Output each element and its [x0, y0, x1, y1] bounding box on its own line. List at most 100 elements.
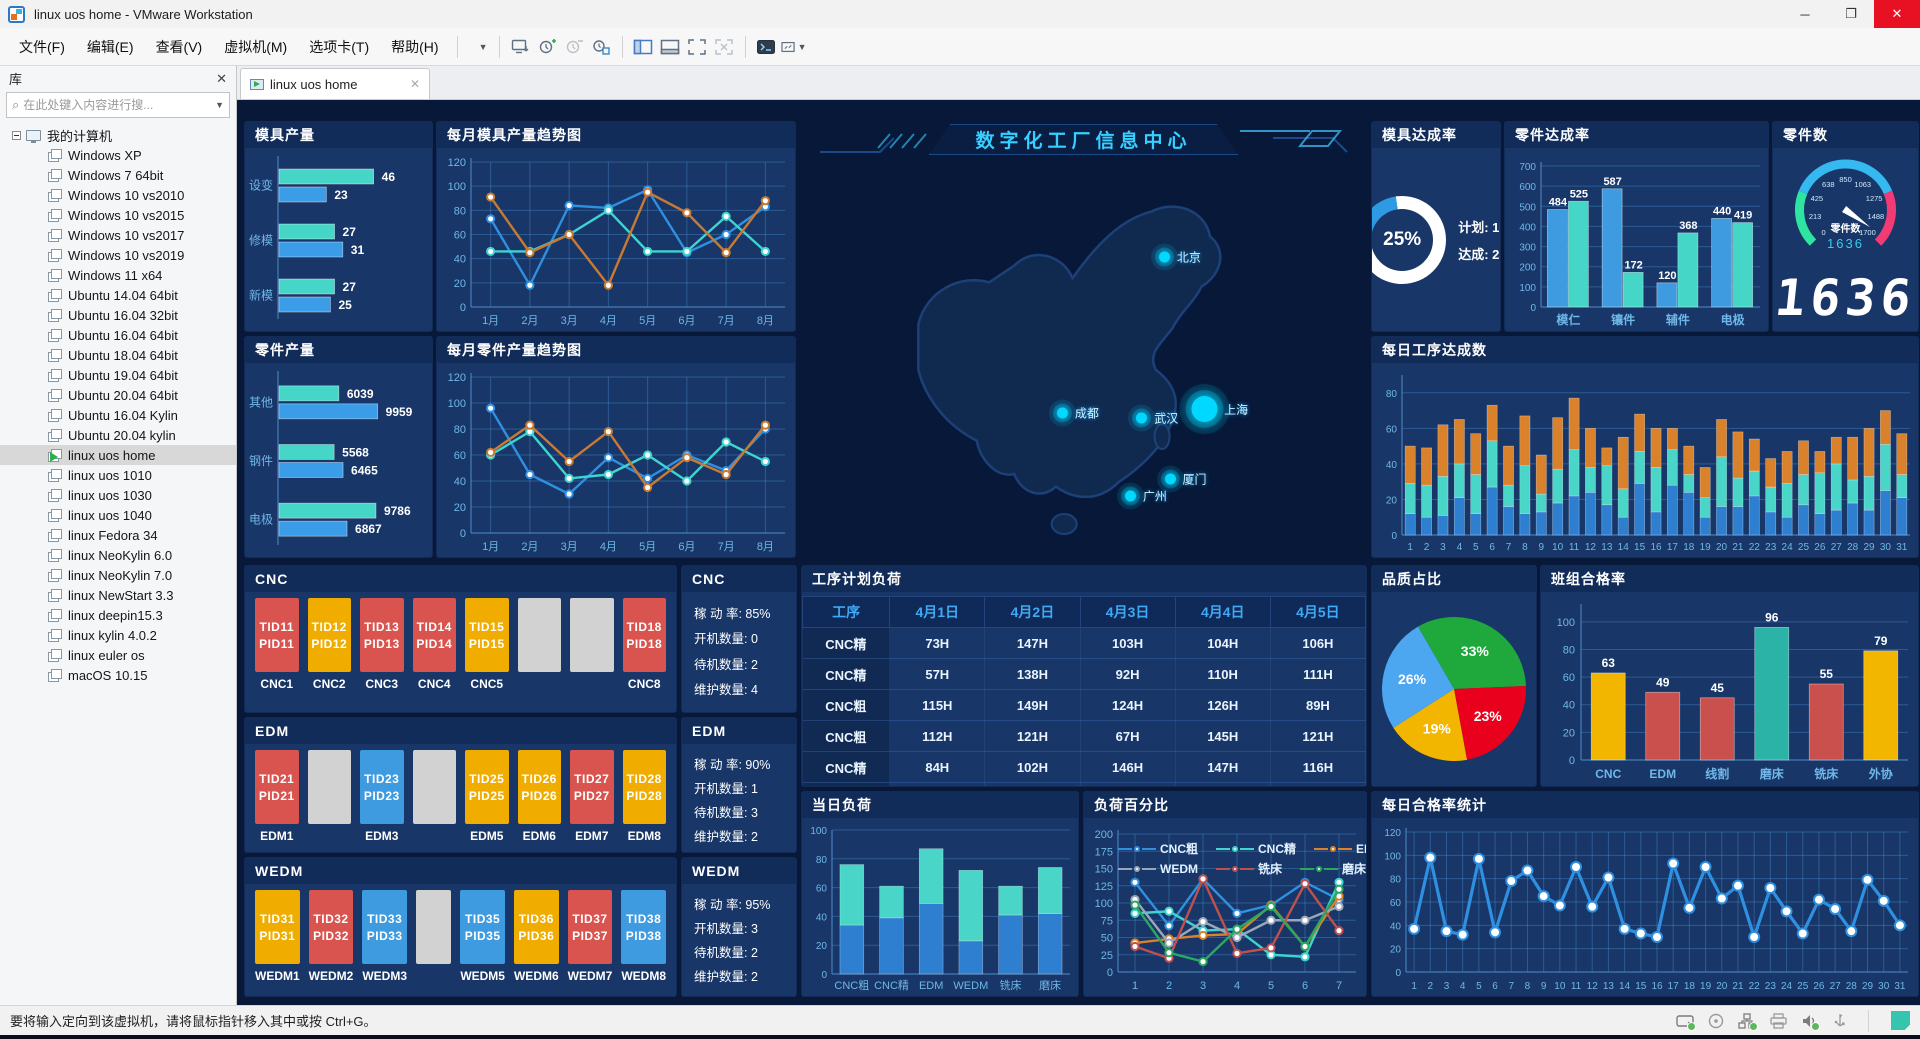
pause-button[interactable]: ▼: [465, 34, 492, 60]
vm-tree-item[interactable]: Ubuntu 16.04 64bit: [0, 325, 236, 345]
vm-tree-item[interactable]: Ubuntu 20.04 64bit: [0, 385, 236, 405]
vm-tree-item[interactable]: Windows XP: [0, 145, 236, 165]
vm-tree-item[interactable]: Windows 7 64bit: [0, 165, 236, 185]
chevron-down-icon[interactable]: ▼: [215, 100, 224, 110]
svg-text:20: 20: [1390, 945, 1402, 956]
svg-text:425: 425: [1811, 194, 1824, 203]
vm-tree-item[interactable]: macOS 10.15: [0, 665, 236, 685]
svg-text:20: 20: [1563, 727, 1575, 739]
message-log-icon[interactable]: [1891, 1011, 1910, 1030]
vm-tree-item[interactable]: linux uos 1040: [0, 505, 236, 525]
machine-cell: TID28 PID28 EDM8: [622, 750, 666, 844]
printer-icon[interactable]: [1768, 1012, 1788, 1030]
vm-screen[interactable]: 模具产量 设变 46 23 修模 27 31 新模 27 25 每月模具产量趋势图 0 20 40 6…: [237, 100, 1920, 1005]
svg-text:300: 300: [1519, 243, 1536, 254]
vm-tree-item[interactable]: linux deepin15.3: [0, 605, 236, 625]
city-dot-icon: [1158, 251, 1170, 263]
vm-tree-item[interactable]: Windows 11 x64: [0, 265, 236, 285]
svg-text:1063: 1063: [1854, 180, 1871, 189]
close-icon[interactable]: ✕: [216, 70, 227, 86]
vm-tree-item[interactable]: linux NewStart 3.3: [0, 585, 236, 605]
svg-text:5月: 5月: [639, 315, 656, 327]
tab-close-icon[interactable]: ✕: [409, 77, 420, 91]
close-button[interactable]: ✕: [1874, 0, 1920, 28]
panel-quality-pie: 品质占比 33% 23% 19% 26%: [1372, 566, 1536, 786]
tab-linux-uos-home[interactable]: linux uos home ✕: [240, 68, 430, 99]
cnc-stats: 稼 动 率: 85% 开机数量: 0 待机数量: 2 维护数量: 4: [694, 606, 771, 698]
wedm-machine-grid: TID31 PID31 WEDM1 TID32 PID32 WEDM2 TID33 PID33…: [245, 884, 676, 996]
maximize-button[interactable]: ❐: [1845, 6, 1857, 21]
vm-icon: [48, 468, 62, 482]
fullscreen-button[interactable]: [684, 34, 711, 60]
svg-text:镶件: 镶件: [1611, 312, 1635, 327]
harddisk-icon[interactable]: [1675, 1012, 1696, 1031]
vm-tree-root[interactable]: 我的计算机: [0, 125, 236, 145]
vm-tree-item[interactable]: Ubuntu 19.04 64bit: [0, 365, 236, 385]
vm-tree-item[interactable]: Ubuntu 18.04 64bit: [0, 345, 236, 365]
show-thumbnail-bar-button[interactable]: [657, 34, 684, 60]
svg-text:100: 100: [448, 398, 466, 410]
svg-text:7: 7: [1506, 542, 1512, 553]
vm-tree-item[interactable]: Ubuntu 20.04 kylin: [0, 425, 236, 445]
search-input[interactable]: [23, 98, 216, 112]
edm-stats: 稼 动 率: 90% 开机数量: 1 待机数量: 3 维护数量: 2: [694, 758, 771, 844]
vm-tree-item[interactable]: Ubuntu 16.04 32bit: [0, 305, 236, 325]
vm-tree-item[interactable]: linux uos 1030: [0, 485, 236, 505]
svg-text:19: 19: [1700, 542, 1712, 553]
vm-tree-item[interactable]: linux kylin 4.0.2: [0, 625, 236, 645]
usb-icon[interactable]: [1830, 1012, 1850, 1030]
chevron-down-icon[interactable]: ▼: [797, 41, 807, 52]
vm-tree-item[interactable]: Windows 10 vs2019: [0, 245, 236, 265]
fit-guest-button[interactable]: ▼: [780, 34, 807, 60]
minimize-button[interactable]: ─: [1800, 6, 1810, 22]
show-library-button[interactable]: [630, 34, 657, 60]
vm-tree-item[interactable]: Windows 10 vs2017: [0, 225, 236, 245]
svg-text:6465: 6465: [351, 464, 378, 478]
menu-item[interactable]: 帮助(H): [391, 38, 439, 55]
sound-icon[interactable]: [1799, 1012, 1820, 1031]
send-ctrl-alt-del-button[interactable]: [507, 34, 534, 60]
svg-text:27: 27: [343, 280, 357, 294]
svg-text:23: 23: [1765, 542, 1777, 553]
svg-text:25: 25: [1798, 542, 1810, 553]
city-marker: 厦门: [1164, 470, 1207, 487]
vm-tree-item[interactable]: Windows 10 vs2010: [0, 185, 236, 205]
network-icon[interactable]: [1737, 1012, 1758, 1031]
cdrom-icon[interactable]: [1706, 1012, 1726, 1030]
console-button[interactable]: [753, 34, 780, 60]
vm-tree-item[interactable]: linux NeoKylin 6.0: [0, 545, 236, 565]
vm-tree-item[interactable]: linux euler os: [0, 645, 236, 665]
svg-text:31: 31: [1896, 542, 1908, 553]
unity-button[interactable]: [711, 34, 738, 60]
svg-text:模仁: 模仁: [1556, 312, 1580, 327]
chevron-down-icon[interactable]: ▼: [478, 41, 488, 52]
svg-text:23%: 23%: [1474, 708, 1503, 724]
vm-tree-item[interactable]: linux uos 1010: [0, 465, 236, 485]
dashboard-title: 数字化工厂信息中心: [975, 131, 1192, 152]
vm-tree-item[interactable]: linux NeoKylin 7.0: [0, 565, 236, 585]
city-dot-icon: [1164, 473, 1176, 485]
vm-tree-item[interactable]: Ubuntu 16.04 Kylin: [0, 405, 236, 425]
collapse-icon[interactable]: [12, 130, 21, 140]
vm-tree-item[interactable]: linux Fedora 34: [0, 525, 236, 545]
vm-tree-item[interactable]: Ubuntu 14.04 64bit: [0, 285, 236, 305]
menu-item[interactable]: 选项卡(T): [309, 38, 370, 55]
panel-cnc-stats: CNC 稼 动 率: 85% 开机数量: 0 待机数量: 2 维护数量: 4: [682, 566, 796, 712]
manage-snapshots-button[interactable]: [588, 34, 615, 60]
panel-title: 模具达成率: [1372, 122, 1500, 148]
menu-item[interactable]: 查看(V): [155, 38, 203, 55]
machine-cell: TID27 PID27 EDM7: [570, 750, 614, 844]
library-search[interactable]: ⌕ ▼: [6, 92, 230, 118]
panel-title: WEDM: [245, 858, 676, 884]
tab-label: linux uos home: [270, 76, 358, 92]
menu-item[interactable]: 编辑(E): [86, 38, 134, 55]
panel-title: 零件达成率: [1505, 122, 1768, 148]
vm-tree-item[interactable]: linux uos home: [0, 445, 236, 465]
menu-item[interactable]: 虚拟机(M): [224, 38, 288, 55]
menu-item[interactable]: 文件(F): [19, 38, 65, 55]
revert-snapshot-button[interactable]: [561, 34, 588, 60]
vm-tree-item[interactable]: Windows 10 vs2015: [0, 205, 236, 225]
vm-icon: [48, 408, 62, 422]
take-snapshot-button[interactable]: [534, 34, 561, 60]
svg-text:120: 120: [1384, 828, 1401, 839]
